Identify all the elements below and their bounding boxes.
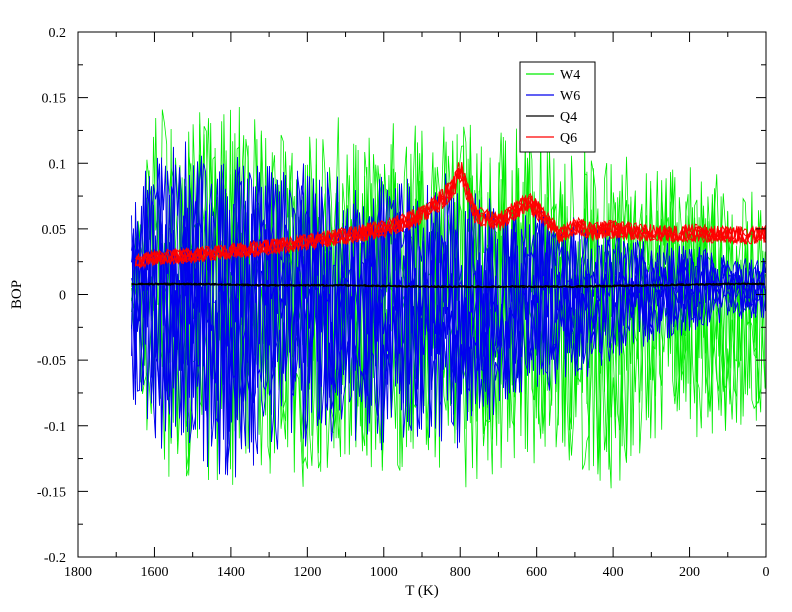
y-tick-label: 0.2	[49, 26, 67, 41]
legend-box	[519, 61, 596, 153]
x-tick-label: 200	[679, 565, 700, 580]
x-tick-label: 1400	[217, 565, 245, 580]
series-w6-line	[131, 146, 766, 466]
series-q6-line	[134, 167, 767, 267]
tick-layer: 1800 1600 1400 1200 1000 800 600 400 200 0 -0.2 -0.…	[37, 26, 770, 580]
y-tick-label: -0.15	[37, 485, 66, 500]
x-tick-label: 800	[450, 565, 471, 580]
y-axis-label: BOP	[9, 280, 25, 309]
y-tick-label: 0.15	[42, 92, 67, 107]
y-tick-label: 0.1	[49, 157, 67, 172]
y-tick-label: 0.05	[42, 223, 67, 238]
x-axis-label: T (K)	[405, 583, 438, 599]
x-tick-label: 1600	[140, 565, 168, 580]
data-layer	[131, 106, 767, 489]
series-w6-line	[131, 165, 766, 465]
legend-label-w4: W4	[560, 68, 580, 83]
legend-label-q6: Q6	[560, 131, 577, 146]
series-q4-line	[131, 282, 765, 289]
x-tick-label: 1200	[293, 565, 321, 580]
y-tick-label: -0.1	[44, 420, 66, 435]
y-tick-label: -0.05	[37, 354, 66, 369]
series-w6-line	[131, 162, 766, 478]
legend-label-q4: Q4	[560, 110, 577, 125]
x-tick-label: 1800	[64, 565, 92, 580]
series-w6-line	[131, 158, 766, 441]
legend: W4 W6 Q4 Q6	[519, 61, 596, 153]
x-tick-label: 0	[763, 565, 770, 580]
x-tick-label: 600	[526, 565, 547, 580]
y-tick-label: 0	[59, 289, 66, 304]
x-tick-label: 400	[603, 565, 624, 580]
legend-label-w6: W6	[560, 89, 580, 104]
y-tick-label: -0.2	[44, 551, 66, 566]
x-tick-label: 1000	[370, 565, 398, 580]
